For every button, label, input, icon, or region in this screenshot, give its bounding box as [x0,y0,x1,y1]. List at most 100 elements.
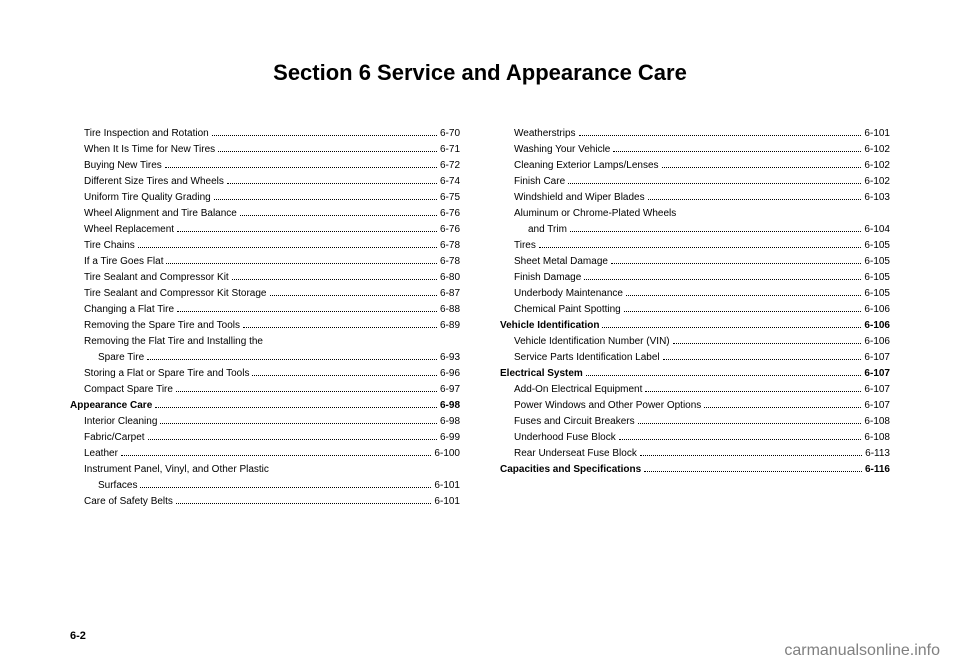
toc-label: Removing the Spare Tire and Tools [84,318,240,334]
toc-label: Fabric/Carpet [84,430,145,446]
toc-dots [138,247,437,248]
toc-entry: Tires6-105 [500,238,890,254]
toc-label: Appearance Care [70,398,152,414]
toc-entry: Weatherstrips6-101 [500,126,890,142]
toc-entry: Service Parts Identification Label6-107 [500,350,890,366]
toc-dots [645,391,861,392]
toc-dots [613,151,861,152]
toc-label: Electrical System [500,366,583,382]
toc-page: 6-106 [864,302,890,318]
toc-dots [584,279,861,280]
toc-page: 6-101 [434,494,460,510]
toc-page: 6-97 [440,382,460,398]
toc-entry: Appearance Care 6-98 [70,398,460,414]
toc-page: 6-105 [864,254,890,270]
toc-label: Storing a Flat or Spare Tire and Tools [84,366,249,382]
toc-dots [240,215,437,216]
document-page: Section 6 Service and Appearance Care Ti… [0,0,960,540]
toc-page: 6-88 [440,302,460,318]
toc-entry: Tire Chains 6-78 [70,238,460,254]
toc-label: Spare Tire [98,350,144,366]
toc-label: Fuses and Circuit Breakers [514,414,635,430]
toc-dots [165,167,437,168]
toc-label: If a Tire Goes Flat [84,254,163,270]
toc-entry: Underhood Fuse Block6-108 [500,430,890,446]
toc-page: 6-107 [864,366,890,382]
toc-entry: Surfaces6-101 [70,478,460,494]
toc-label: Tire Chains [84,238,135,254]
toc-dots [227,183,437,184]
toc-dots [270,295,437,296]
toc-dots [160,423,437,424]
toc-label: Chemical Paint Spotting [514,302,621,318]
toc-page: 6-78 [440,238,460,254]
toc-label: and Trim [528,222,567,238]
toc-dots [619,439,862,440]
toc-entry: Sheet Metal Damage6-105 [500,254,890,270]
toc-page: 6-96 [440,366,460,382]
toc-page: 6-74 [440,174,460,190]
toc-entry: Compact Spare Tire 6-97 [70,382,460,398]
toc-label: Removing the Flat Tire and Installing th… [84,334,263,350]
toc-page: 6-76 [440,222,460,238]
toc-label: Interior Cleaning [84,414,157,430]
toc-label: Underbody Maintenance [514,286,623,302]
toc-dots [243,327,437,328]
toc-entry: Uniform Tire Quality Grading6-75 [70,190,460,206]
toc-page: 6-78 [440,254,460,270]
section-title: Section 6 Service and Appearance Care [70,60,890,86]
toc-page: 6-108 [864,414,890,430]
toc-page: 6-93 [440,350,460,366]
toc-page: 6-98 [440,414,460,430]
toc-entry: Add-On Electrical Equipment6-107 [500,382,890,398]
toc-label: Service Parts Identification Label [514,350,660,366]
toc-label: Care of Safety Belts [84,494,173,510]
toc-dots [147,359,437,360]
toc-dots [579,135,862,136]
toc-page: 6-105 [864,286,890,302]
page-number: 6-2 [70,630,86,642]
toc-entry: Capacities and Specifications6-116 [500,462,890,478]
toc-entry: Instrument Panel, Vinyl, and Other Plast… [70,462,460,478]
toc-dots [140,487,431,488]
toc-dots [663,359,862,360]
toc-label: Washing Your Vehicle [514,142,610,158]
toc-entry: Vehicle Identification Number (VIN)6-106 [500,334,890,350]
toc-dots [176,391,437,392]
toc-page: 6-87 [440,286,460,302]
toc-entry: Tire Sealant and Compressor Kit6-80 [70,270,460,286]
toc-entry: Washing Your Vehicle6-102 [500,142,890,158]
toc-entry: Finish Care6-102 [500,174,890,190]
toc-label: Wheel Alignment and Tire Balance [84,206,237,222]
toc-entry: Tire Sealant and Compressor Kit Storage6… [70,286,460,302]
toc-entry: Storing a Flat or Spare Tire and Tools 6-… [70,366,460,382]
toc-dots [252,375,437,376]
toc-entry: Power Windows and Other Power Options6-1… [500,398,890,414]
toc-dots [626,295,861,296]
toc-entry: Fabric/Carpet6-99 [70,430,460,446]
toc-page: 6-101 [864,126,890,142]
toc-entry: Electrical System 6-107 [500,366,890,382]
toc-page: 6-75 [440,190,460,206]
toc-dots [176,503,431,504]
toc-page: 6-100 [434,446,460,462]
toc-dots [662,167,862,168]
toc-label: Tire Inspection and Rotation [84,126,209,142]
toc-dots [232,279,437,280]
toc-dots [568,183,861,184]
toc-dots [218,151,437,152]
toc-page: 6-116 [865,462,890,478]
toc-label: Buying New Tires [84,158,162,174]
toc-dots [644,471,862,472]
toc-entry: Buying New Tires6-72 [70,158,460,174]
toc-label: Leather [84,446,118,462]
toc-page: 6-98 [440,398,460,414]
toc-dots [148,439,437,440]
toc-label: Surfaces [98,478,137,494]
toc-dots [640,455,862,456]
toc-page: 6-105 [864,270,890,286]
toc-label: Underhood Fuse Block [514,430,616,446]
toc-dots [673,343,862,344]
toc-label: Compact Spare Tire [84,382,173,398]
toc-dots [212,135,437,136]
